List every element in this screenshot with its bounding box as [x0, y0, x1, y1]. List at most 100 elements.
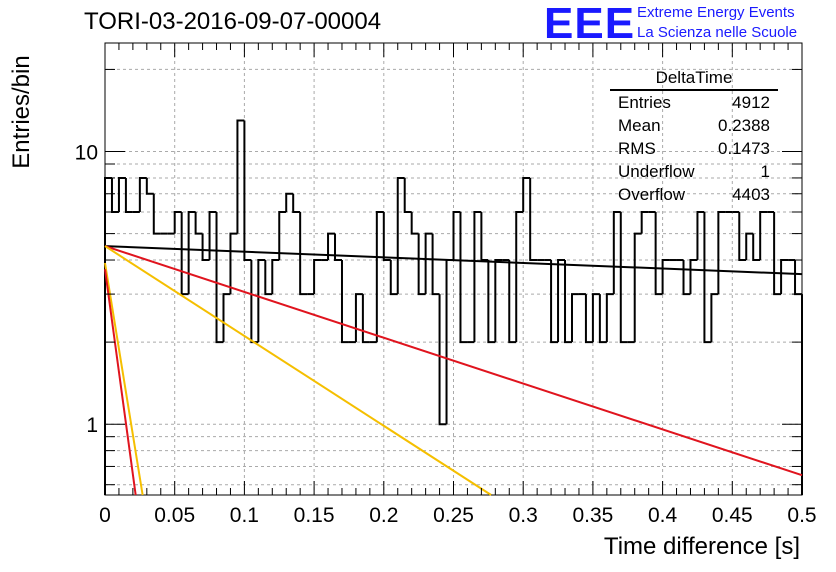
histogram-bin — [334, 233, 342, 262]
y-axis-label: Entries/bin — [8, 55, 35, 169]
histogram-bin — [138, 176, 147, 213]
histogram-bin — [201, 233, 210, 262]
histogram-bin — [104, 176, 112, 495]
histogram-bin — [117, 176, 126, 213]
histogram-bin — [208, 211, 217, 261]
stats-row-overflow: Overflow 4403 — [610, 183, 778, 206]
histogram-bin — [752, 233, 761, 262]
histogram-bin — [194, 212, 203, 235]
brand-line-1: Extreme Energy Events — [637, 4, 795, 21]
stats-name: DeltaTime — [610, 68, 778, 91]
histogram-bin — [145, 177, 154, 195]
y-tick-label: 1 — [86, 414, 98, 437]
plot-title: TORI-03-2016-09-07-00004 — [84, 8, 382, 35]
histogram-bin — [689, 259, 698, 295]
histogram-bin — [717, 211, 726, 295]
histogram-bin — [473, 211, 482, 343]
histogram-bin — [640, 211, 649, 234]
histogram-bin — [570, 293, 579, 343]
histogram-bin — [703, 212, 712, 344]
stats-value: 4403 — [732, 185, 770, 204]
histogram-bin — [759, 211, 768, 261]
x-tick-label: 0.4 — [648, 504, 678, 527]
histogram-bin — [738, 212, 747, 262]
stats-label: Overflow — [618, 185, 686, 204]
histogram-bin — [557, 259, 566, 343]
histogram-bin — [417, 233, 426, 296]
histogram-bin — [522, 176, 531, 213]
histogram-bin — [710, 293, 719, 343]
histogram-bin — [354, 293, 363, 343]
stats-row-mean: Mean 0.2388 — [610, 114, 778, 137]
fit-line — [104, 269, 137, 496]
x-tick-label: 0.45 — [712, 504, 753, 527]
fit-line — [104, 262, 144, 496]
stats-label: Mean — [618, 116, 661, 135]
stats-value: 0.1473 — [718, 139, 770, 158]
stats-label: Entries — [618, 93, 671, 112]
histogram-bin — [173, 211, 182, 234]
eee-logo: EEE — [544, 0, 636, 48]
brand-line-2: La Scienza nelle Scuole — [637, 24, 798, 41]
histogram-bin — [110, 177, 119, 214]
histogram-bin — [403, 177, 412, 214]
grid — [105, 43, 802, 495]
stats-row-entries: Entries 4912 — [610, 91, 778, 114]
x-tick-label: 0.25 — [433, 504, 474, 527]
histogram-bin — [508, 260, 517, 344]
histogram-bin — [452, 211, 461, 261]
stats-box: DeltaTime Entries 4912 Mean 0.2388 RMS 0… — [610, 68, 778, 206]
histogram-bin — [264, 260, 273, 296]
histogram-bin — [215, 212, 224, 344]
histogram-bin — [515, 211, 524, 343]
histogram-bin — [780, 259, 789, 295]
histogram-bin — [584, 294, 593, 344]
histogram-bin — [410, 212, 419, 235]
stats-value: 1 — [760, 162, 770, 181]
histogram-bin — [633, 232, 642, 343]
histogram-bin — [285, 192, 294, 213]
histogram-bin — [424, 232, 433, 295]
histogram-bin — [396, 176, 405, 295]
stats-row-rms: RMS 0.1473 — [610, 137, 778, 160]
histogram-bin — [361, 294, 370, 344]
histogram-bin — [340, 260, 349, 344]
x-tick-label: 0.35 — [572, 504, 613, 527]
histogram-bin — [124, 177, 133, 214]
histogram-bin — [327, 232, 336, 261]
histogram-bin — [152, 193, 161, 235]
histogram-bin — [382, 212, 391, 262]
stats-row-underflow: Underflow 1 — [610, 160, 778, 183]
histogram-bin — [250, 260, 259, 344]
histogram-bin — [389, 260, 398, 296]
histogram-bin — [696, 211, 705, 261]
histogram-bin — [187, 211, 196, 295]
histogram-bin — [236, 119, 245, 234]
fit-line — [104, 245, 492, 496]
histogram-bin — [661, 259, 670, 295]
histogram-bin — [682, 260, 691, 296]
histogram-bin — [654, 212, 663, 296]
histogram-bin — [745, 232, 754, 261]
histogram-bin — [794, 260, 802, 296]
x-tick-label: 0.2 — [369, 504, 398, 527]
histogram-bin — [229, 232, 238, 295]
histogram-bin — [180, 212, 189, 296]
histogram-bin — [773, 212, 782, 296]
histogram-bin — [438, 294, 447, 426]
axis-ticks: 0 0.05 0.1 0.15 0.2 0.25 0.3 0.35 0.4 0.45 0.5 1 10 — [75, 43, 817, 527]
fit-line — [104, 245, 803, 276]
y-tick-label: 10 — [75, 142, 98, 165]
histogram-bin — [459, 212, 468, 344]
histogram-bin — [619, 212, 628, 344]
x-axis-label: Time difference [s] — [603, 533, 800, 560]
histogram-bin — [222, 293, 231, 343]
histogram-bin — [431, 233, 440, 296]
stats-value: 4912 — [732, 93, 770, 112]
x-tick-label: 0.3 — [509, 504, 538, 527]
stats-label: Underflow — [618, 162, 695, 181]
histogram-bin — [313, 259, 322, 295]
histogram-bin — [591, 293, 600, 343]
histogram-bin — [494, 259, 503, 343]
